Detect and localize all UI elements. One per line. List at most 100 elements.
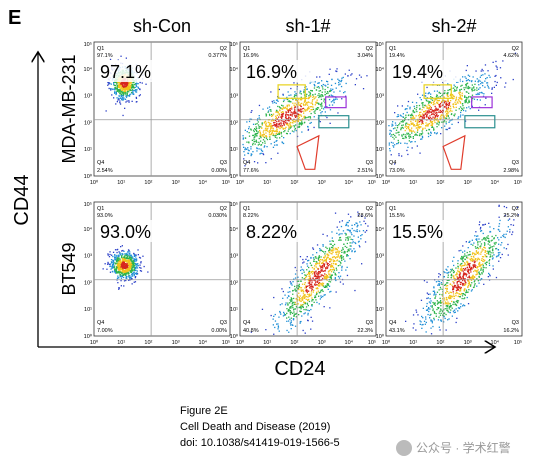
- event-dot: [450, 312, 451, 313]
- event-dot: [483, 284, 484, 285]
- event-dot: [129, 265, 130, 266]
- event-dot: [332, 100, 333, 101]
- event-dot: [269, 106, 270, 107]
- event-dot: [391, 154, 392, 155]
- y-tick-label: 10¹: [376, 147, 384, 153]
- event-dot: [420, 112, 421, 113]
- event-dot: [270, 111, 271, 112]
- event-dot: [291, 107, 292, 108]
- event-dot: [312, 321, 313, 322]
- event-dot: [331, 247, 332, 248]
- event-dot: [273, 135, 274, 136]
- event-dot: [132, 85, 133, 86]
- event-dot: [440, 300, 441, 301]
- event-dot: [478, 80, 479, 81]
- event-dot: [109, 254, 110, 255]
- event-dot: [307, 126, 308, 127]
- event-dot: [460, 96, 461, 97]
- event-dot: [422, 95, 423, 96]
- y-tick-label: 10⁴: [84, 226, 93, 233]
- event-dot: [118, 261, 119, 262]
- event-dot: [457, 263, 458, 264]
- event-dot: [116, 257, 117, 258]
- event-dot: [278, 117, 279, 118]
- event-dot: [482, 69, 483, 70]
- event-dot: [420, 97, 421, 98]
- event-dot: [413, 323, 414, 324]
- event-dot: [475, 231, 476, 232]
- event-dot: [122, 273, 123, 274]
- event-dot: [291, 318, 292, 319]
- event-dot: [134, 268, 135, 269]
- event-dot: [303, 296, 304, 297]
- event-dot: [341, 270, 342, 271]
- event-dot: [365, 241, 366, 242]
- event-dot: [282, 111, 283, 112]
- event-dot: [478, 263, 479, 264]
- event-dot: [453, 265, 454, 266]
- event-dot: [360, 235, 361, 236]
- event-dot: [316, 102, 317, 103]
- event-dot: [327, 267, 328, 268]
- event-dot: [330, 276, 331, 277]
- event-dot: [253, 135, 254, 136]
- event-dot: [338, 247, 339, 248]
- event-dot: [119, 82, 120, 83]
- event-dot: [349, 258, 350, 259]
- event-dot: [466, 275, 467, 276]
- event-dot: [307, 296, 308, 297]
- event-dot: [341, 86, 342, 87]
- event-dot: [433, 129, 434, 130]
- event-dot: [445, 101, 446, 102]
- quadrant-name: Q1: [97, 206, 104, 212]
- event-dot: [126, 82, 127, 83]
- event-dot: [463, 107, 464, 108]
- event-dot: [445, 104, 446, 105]
- event-dot: [135, 89, 136, 90]
- caption-line: Cell Death and Disease (2019): [180, 421, 330, 433]
- event-dot: [311, 284, 312, 285]
- event-dot: [280, 125, 281, 126]
- event-dot: [490, 256, 491, 257]
- event-dot: [259, 153, 260, 154]
- event-dot: [111, 94, 112, 95]
- x-tick-label: 10²: [290, 340, 298, 346]
- event-dot: [435, 295, 436, 296]
- event-dot: [468, 254, 469, 255]
- event-dot: [474, 262, 475, 263]
- event-dot: [498, 252, 499, 253]
- event-dot: [360, 224, 361, 225]
- event-dot: [312, 107, 313, 108]
- x-axis-label: CD24: [274, 358, 325, 380]
- event-dot: [458, 97, 459, 98]
- event-dot: [131, 92, 132, 93]
- event-dot: [294, 126, 295, 127]
- event-dot: [293, 82, 294, 83]
- event-dot: [458, 286, 459, 287]
- event-dot: [305, 275, 306, 276]
- event-dot: [462, 295, 463, 296]
- event-dot: [431, 127, 432, 128]
- event-dot: [263, 131, 264, 132]
- event-dot: [292, 294, 293, 295]
- event-dot: [302, 108, 303, 109]
- event-dot: [462, 103, 463, 104]
- event-dot: [461, 110, 462, 111]
- event-dot: [324, 273, 325, 274]
- event-dot: [288, 101, 289, 102]
- event-dot: [136, 264, 137, 265]
- event-dot: [260, 132, 261, 133]
- event-dot: [305, 282, 306, 283]
- event-dot: [328, 251, 329, 252]
- event-dot: [256, 147, 257, 148]
- event-dot: [479, 266, 480, 267]
- event-dot: [490, 246, 491, 247]
- event-dot: [492, 248, 493, 249]
- event-dot: [466, 83, 467, 84]
- event-dot: [439, 289, 440, 290]
- event-dot: [292, 313, 293, 314]
- y-tick-label: 10⁵: [376, 41, 384, 48]
- event-dot: [421, 328, 422, 329]
- event-dot: [390, 150, 391, 151]
- event-dot: [275, 111, 276, 112]
